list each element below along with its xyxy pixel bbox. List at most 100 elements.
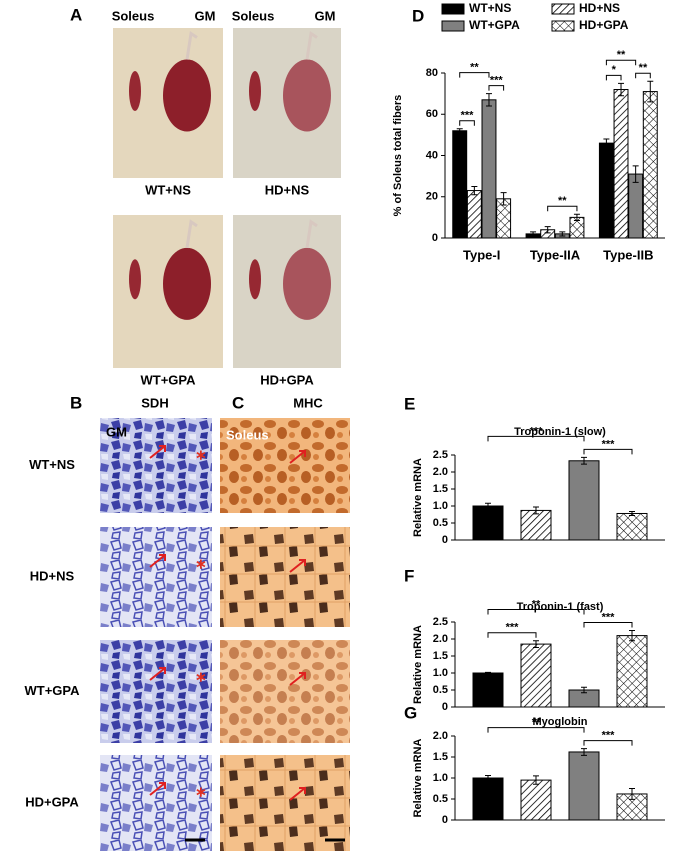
legend-swatch [441, 20, 465, 32]
chart-title: Troponin-1 (fast) [517, 601, 604, 613]
sdh-image [100, 527, 212, 627]
tendon [305, 30, 318, 60]
significance-label: *** [530, 425, 544, 437]
photo-caption: HD+NS [265, 182, 310, 197]
bar-hatch [521, 780, 551, 820]
chart-title: Myoglobin [533, 716, 588, 728]
bar-hatch [569, 217, 584, 238]
significance-label: ** [558, 195, 567, 207]
y-tick-label: 1.5 [433, 650, 448, 662]
significance-bracket [459, 120, 475, 126]
x-tick-label: Type-IIA [530, 247, 581, 262]
legend-label: WT+NS [469, 1, 511, 15]
bar-hatch [496, 198, 511, 238]
significance-label: ** [532, 717, 541, 729]
photo-caption: HD+GPA [260, 372, 314, 387]
error-bar [533, 640, 539, 648]
error-bar [581, 748, 587, 756]
bar-hatch [617, 635, 647, 707]
bar [628, 173, 644, 239]
y-tick-label: 2.0 [433, 730, 448, 742]
error-bar [581, 456, 587, 465]
chart-title: Troponin-1 (slow) [514, 426, 606, 438]
soleus-muscle [129, 259, 141, 300]
legend-label: HD+NS [579, 1, 620, 15]
tendon [185, 30, 198, 60]
error-bar [632, 165, 639, 183]
significance-bracket [487, 727, 585, 733]
bar [568, 460, 600, 541]
photo-caption: WT+GPA [140, 372, 196, 387]
y-tick-label: 40 [426, 149, 438, 161]
legend-label: HD+GPA [579, 18, 629, 32]
tendon [185, 219, 198, 249]
asterisk-marker: ∗ [195, 669, 207, 685]
y-tick-label: 1.5 [433, 483, 448, 495]
error-bar [456, 128, 463, 134]
arrow [149, 445, 166, 459]
significance-bracket [547, 205, 578, 212]
row-label: HD+GPA [25, 794, 79, 809]
significance-label: ** [532, 598, 541, 610]
significance-bracket [583, 740, 633, 746]
x-tick-label: Type-IIB [603, 247, 653, 262]
significance-bracket [583, 622, 633, 628]
image-inset: Soleus [226, 427, 269, 442]
panel-label: G [404, 703, 417, 722]
legend-swatch [441, 3, 465, 15]
panel-label: F [404, 566, 414, 585]
y-tick-label: 1.5 [433, 751, 448, 763]
mhc-image [220, 527, 350, 627]
y-tick-label: 1.0 [433, 667, 448, 679]
error-bar [485, 774, 491, 782]
y-tick-label: 2.0 [433, 466, 448, 478]
y-tick-label: 1.0 [433, 772, 448, 784]
soleus-muscle [249, 71, 261, 111]
row-label: WT+NS [29, 457, 75, 472]
error-bar [559, 231, 566, 237]
photo-header: Soleus [232, 8, 275, 23]
bar-hatch [614, 89, 628, 238]
significance-label: *** [461, 110, 475, 122]
panel-title: SDH [141, 395, 168, 410]
bar-hatch [617, 513, 647, 540]
y-tick-label: 0 [432, 232, 438, 244]
soleus-muscle [129, 71, 141, 111]
panel-label: C [232, 393, 244, 412]
error-bar [618, 82, 625, 97]
significance-label: ** [470, 62, 479, 74]
gm-muscle [163, 59, 211, 132]
significance-label: *** [490, 75, 504, 87]
bar-hatch [540, 229, 555, 238]
asterisk-marker: ∗ [195, 447, 207, 463]
sdh-image [100, 640, 212, 743]
bar [598, 142, 614, 239]
significance-bracket [459, 72, 490, 78]
arrow [289, 559, 306, 573]
error-bar [573, 213, 580, 221]
mhc-image [220, 418, 350, 513]
gm-muscle [283, 59, 331, 132]
error-bar [533, 775, 539, 785]
legend-hatch [552, 21, 574, 31]
error-bar [629, 788, 635, 800]
bar [452, 130, 468, 239]
significance-label: * [612, 64, 617, 76]
y-axis-label: % of Soleus total fibers [392, 95, 404, 217]
bar-hatch [521, 510, 551, 540]
bar [472, 672, 504, 708]
significance-label: ** [639, 62, 648, 74]
error-bar [581, 686, 587, 694]
panel-label: A [70, 5, 82, 24]
y-tick-label: 0 [442, 814, 448, 826]
significance-label: *** [506, 622, 520, 634]
row-label: WT+GPA [24, 683, 80, 698]
y-tick-label: 80 [426, 67, 438, 79]
asterisk-marker: ∗ [195, 784, 207, 800]
error-bar [629, 630, 635, 642]
y-tick-label: 1.0 [433, 500, 448, 512]
panel-label: D [412, 6, 424, 25]
y-tick-label: 2.0 [433, 633, 448, 645]
error-bar [544, 226, 551, 234]
arrow [289, 787, 306, 801]
